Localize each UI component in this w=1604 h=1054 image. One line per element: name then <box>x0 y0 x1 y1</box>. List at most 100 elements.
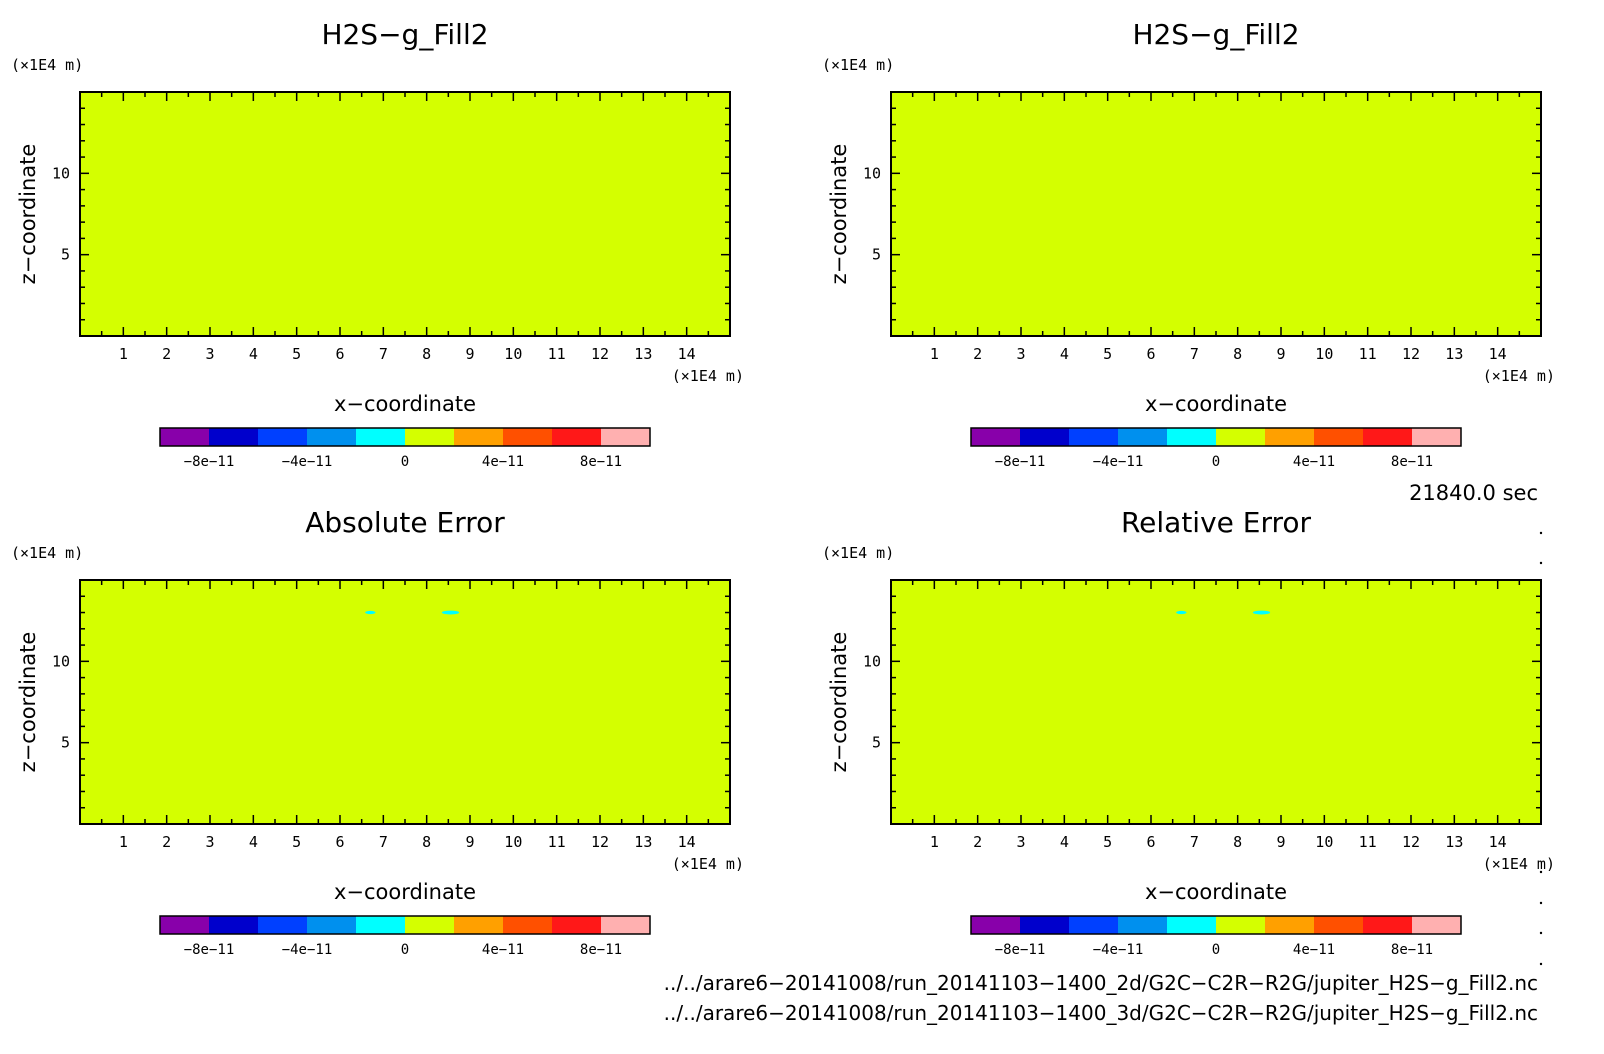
x-tick-label: 13 <box>634 833 652 851</box>
colorbar-segment <box>1265 916 1315 934</box>
colorbar-tick-label: −8e−11 <box>184 454 235 470</box>
colorbar-tick-label: 8e−11 <box>1391 454 1433 470</box>
colorbar-tick-label: 4e−11 <box>482 454 524 470</box>
x-tick-label: 14 <box>1489 833 1507 851</box>
x-tick-label: 6 <box>1146 345 1155 363</box>
colorbar-segment <box>1118 428 1168 446</box>
x-tick-label: 5 <box>292 345 301 363</box>
chart-panel-1: H2S−g_Fill2(×1E4 m)1 2 3 4 5 6 7 8 9 10 11 12 13 1451… <box>11 18 744 470</box>
x-tick-label: 2 <box>973 345 982 363</box>
x-tick-label: 10 <box>1315 345 1333 363</box>
x-unit-label: (×1E4 m) <box>672 367 744 385</box>
contour-field <box>80 92 730 336</box>
colorbar-segment <box>160 916 210 934</box>
colorbar-segment <box>1314 916 1364 934</box>
x-unit-label: (×1E4 m) <box>672 855 744 873</box>
x-tick-label: 14 <box>678 345 696 363</box>
x-tick-label: 6 <box>335 345 344 363</box>
contour-anomaly <box>1176 610 1187 615</box>
colorbar-segment <box>1069 916 1119 934</box>
colorbar-segment <box>405 428 455 446</box>
colorbar-segment <box>258 428 308 446</box>
colorbar-frame <box>159 427 651 447</box>
x-tick-label: 8 <box>422 833 431 851</box>
colorbar-segment <box>1265 428 1315 446</box>
colorbar-segment <box>307 916 357 934</box>
x-axis-label: x−coordinate <box>334 880 476 904</box>
edge-dot <box>1539 962 1543 966</box>
y-tick-label: 10 <box>863 164 881 182</box>
time-label: 21840.0 sec <box>1409 481 1538 505</box>
x-tick-label: 13 <box>634 345 652 363</box>
y-axis-label: z−coordinate <box>827 144 851 285</box>
x-tick-label: 5 <box>1103 345 1112 363</box>
x-tick-label: 1 <box>119 345 128 363</box>
colorbar-segment <box>971 428 1021 446</box>
x-tick-label: 7 <box>379 345 388 363</box>
x-tick-label: 5 <box>1103 833 1112 851</box>
colorbar-segment <box>160 428 210 446</box>
colorbar-segment <box>1314 428 1364 446</box>
contour-anomaly <box>441 610 460 615</box>
x-axis-label: x−coordinate <box>1145 392 1287 416</box>
file-path-3d: ../../arare6−20141008/run_20141103−1400_… <box>664 1001 1538 1025</box>
colorbar-segment <box>1412 916 1462 934</box>
x-tick-label: 3 <box>1016 833 1025 851</box>
colorbar-segment <box>1069 428 1119 446</box>
x-tick-label: 4 <box>1060 833 1069 851</box>
x-tick-label: 10 <box>1315 833 1333 851</box>
x-tick-label: 1 <box>930 345 939 363</box>
colorbar-segment <box>503 428 553 446</box>
colorbar-segment <box>209 916 259 934</box>
y-tick-label: 10 <box>52 652 70 670</box>
colorbar-segment <box>552 916 602 934</box>
colorbar-tick-label: 0 <box>1212 454 1220 470</box>
x-tick-label: 13 <box>1445 833 1463 851</box>
colorbar-tick-label: −8e−11 <box>995 942 1046 958</box>
x-tick-label: 3 <box>1016 345 1025 363</box>
x-tick-label: 2 <box>973 833 982 851</box>
colorbar-frame <box>970 915 1462 935</box>
y-axis-label: z−coordinate <box>827 632 851 773</box>
edge-dot <box>1539 901 1543 905</box>
contour-field <box>891 580 1541 824</box>
chart-panel-4: Relative Error(×1E4 m)1 2 3 4 5 6 7 8 9 10 11 12 13 1… <box>822 506 1555 958</box>
colorbar-frame <box>159 915 651 935</box>
x-axis-label: x−coordinate <box>334 392 476 416</box>
colorbar-segment <box>356 916 406 934</box>
x-tick-label: 2 <box>162 833 171 851</box>
chart-panel-3: Absolute Error(×1E4 m)1 2 3 4 5 6 7 8 9 10 11 12 13 1… <box>11 506 744 958</box>
colorbar-segment <box>601 916 651 934</box>
x-tick-label: 14 <box>678 833 696 851</box>
x-tick-label: 1 <box>119 833 128 851</box>
x-tick-label: 7 <box>1190 833 1199 851</box>
x-tick-label: 2 <box>162 345 171 363</box>
colorbar-segment <box>552 428 602 446</box>
colorbar-tick-label: 4e−11 <box>1293 454 1335 470</box>
x-tick-label: 7 <box>1190 345 1199 363</box>
x-tick-label: 14 <box>1489 345 1507 363</box>
colorbar-tick-label: 0 <box>1212 942 1220 958</box>
x-tick-label: 3 <box>205 833 214 851</box>
colorbar-segment <box>1216 916 1266 934</box>
x-tick-label: 3 <box>205 345 214 363</box>
chart-title: H2S−g_Fill2 <box>321 18 488 51</box>
colorbar-tick-label: 0 <box>401 454 409 470</box>
colorbar-segment <box>1118 916 1168 934</box>
colorbar-tick-label: −4e−11 <box>282 942 333 958</box>
y-tick-label: 5 <box>61 246 70 264</box>
colorbar-tick-label: −4e−11 <box>1093 454 1144 470</box>
x-tick-label: 8 <box>1233 833 1242 851</box>
colorbar-tick-label: −4e−11 <box>282 454 333 470</box>
x-tick-label: 12 <box>1402 833 1420 851</box>
colorbar-tick-label: 8e−11 <box>1391 942 1433 958</box>
y-tick-label: 10 <box>52 164 70 182</box>
contour-anomaly <box>1252 610 1271 615</box>
colorbar-segment <box>1216 428 1266 446</box>
x-tick-label: 4 <box>1060 345 1069 363</box>
x-tick-label: 9 <box>465 833 474 851</box>
colorbar-segment <box>356 428 406 446</box>
colorbar-segment <box>258 916 308 934</box>
x-tick-label: 5 <box>292 833 301 851</box>
